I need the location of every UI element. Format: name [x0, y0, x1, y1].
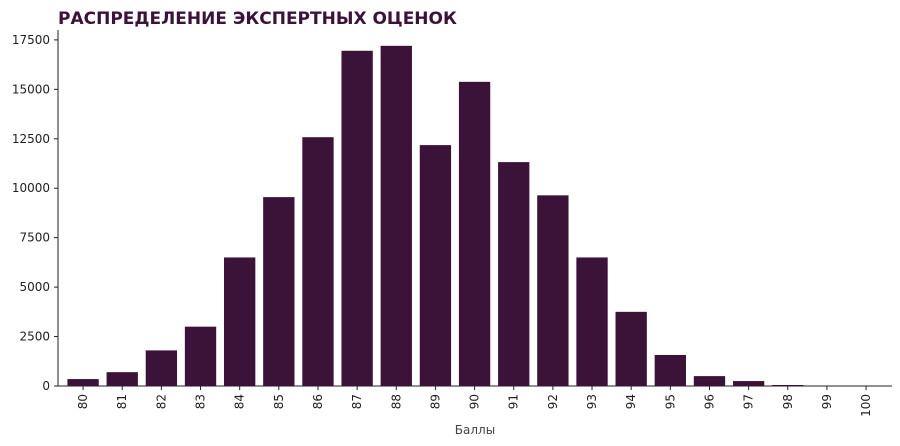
x-tick-label: 99 — [820, 394, 834, 409]
bar — [302, 137, 334, 386]
x-tick-label: 81 — [115, 394, 129, 409]
x-tick-label: 93 — [585, 394, 599, 409]
bar — [145, 350, 178, 386]
bar — [732, 381, 765, 386]
bar — [498, 162, 530, 386]
bar — [341, 50, 373, 387]
y-tick-label: 2500 — [19, 330, 50, 344]
x-tick-label: 94 — [624, 394, 638, 409]
chart-title: РАСПРЕДЕЛЕНИЕ ЭКСПЕРТНЫХ ОЦЕНОК — [58, 9, 457, 29]
x-tick-label: 96 — [702, 394, 716, 409]
bar — [458, 81, 491, 386]
y-tick-label: 17500 — [12, 33, 50, 47]
x-tick-label: 89 — [428, 394, 442, 409]
y-tick-label: 12500 — [12, 132, 50, 146]
bar — [654, 354, 686, 386]
y-tick-label: 7500 — [19, 231, 50, 245]
x-tick-label: 88 — [389, 394, 403, 409]
y-tick-label: 0 — [42, 379, 50, 393]
x-tick-label: 90 — [468, 394, 482, 409]
x-tick-label: 87 — [350, 394, 364, 409]
x-tick-label: 85 — [272, 394, 286, 409]
bar — [184, 326, 217, 386]
x-tick-label: 86 — [311, 394, 325, 409]
x-tick-label: 91 — [507, 394, 521, 409]
bar — [263, 197, 295, 386]
x-tick-label: 84 — [233, 394, 247, 409]
x-axis-label: Баллы — [455, 423, 495, 437]
x-tick-label: 97 — [742, 394, 756, 409]
bar — [380, 45, 412, 386]
x-tick-label: 98 — [781, 394, 795, 409]
bar — [67, 379, 99, 386]
bar — [693, 376, 726, 386]
bar — [576, 257, 608, 386]
x-tick-label: 100 — [859, 394, 873, 417]
x-tick-label: 83 — [194, 394, 208, 409]
x-tick-label: 80 — [76, 394, 90, 409]
bar — [419, 145, 452, 386]
y-tick-label: 10000 — [12, 181, 50, 195]
bar — [224, 257, 256, 386]
bar — [615, 311, 647, 386]
x-tick-label: 92 — [546, 394, 560, 409]
bar — [106, 372, 138, 386]
x-tick-label: 82 — [154, 394, 168, 409]
y-tick-label: 15000 — [12, 82, 50, 96]
bar — [772, 385, 804, 386]
bar — [537, 195, 569, 386]
y-tick-label: 5000 — [19, 280, 50, 294]
x-tick-label: 95 — [663, 394, 677, 409]
